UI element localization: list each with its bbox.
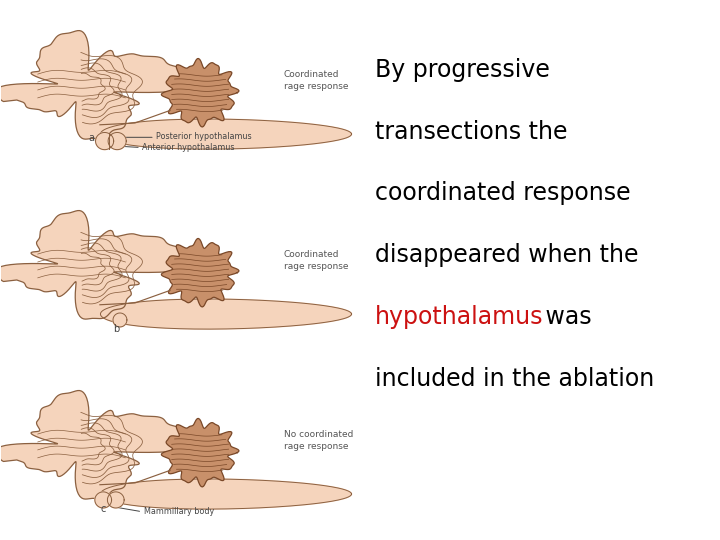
Polygon shape xyxy=(100,479,351,509)
Text: coordinated response: coordinated response xyxy=(374,181,630,205)
Text: Posterior hypothalamus: Posterior hypothalamus xyxy=(156,132,252,141)
Text: disappeared when the: disappeared when the xyxy=(374,243,638,267)
Text: Coordinated
rage response: Coordinated rage response xyxy=(284,70,348,91)
Polygon shape xyxy=(161,418,239,487)
Text: hypothalamus: hypothalamus xyxy=(374,305,543,329)
Polygon shape xyxy=(100,299,351,329)
Polygon shape xyxy=(0,211,194,319)
Text: Mammillary body: Mammillary body xyxy=(144,507,214,516)
Text: c: c xyxy=(100,503,106,514)
Polygon shape xyxy=(96,132,114,150)
Text: included in the ablation: included in the ablation xyxy=(374,367,654,391)
Text: By progressive: By progressive xyxy=(374,58,549,82)
Polygon shape xyxy=(95,492,112,508)
Text: Anterior hypothalamus: Anterior hypothalamus xyxy=(143,143,235,152)
Text: No coordinated
rage response: No coordinated rage response xyxy=(284,429,354,451)
Text: was: was xyxy=(538,305,591,329)
Polygon shape xyxy=(0,31,194,139)
Polygon shape xyxy=(113,313,127,327)
Polygon shape xyxy=(108,132,126,150)
Text: Coordinated
rage response: Coordinated rage response xyxy=(284,249,348,271)
Polygon shape xyxy=(161,58,239,127)
Text: b: b xyxy=(113,323,120,334)
Text: transections the: transections the xyxy=(374,119,567,144)
Polygon shape xyxy=(161,239,239,307)
Polygon shape xyxy=(107,492,124,508)
Polygon shape xyxy=(0,390,194,499)
Text: a: a xyxy=(89,133,94,143)
Polygon shape xyxy=(100,119,351,149)
